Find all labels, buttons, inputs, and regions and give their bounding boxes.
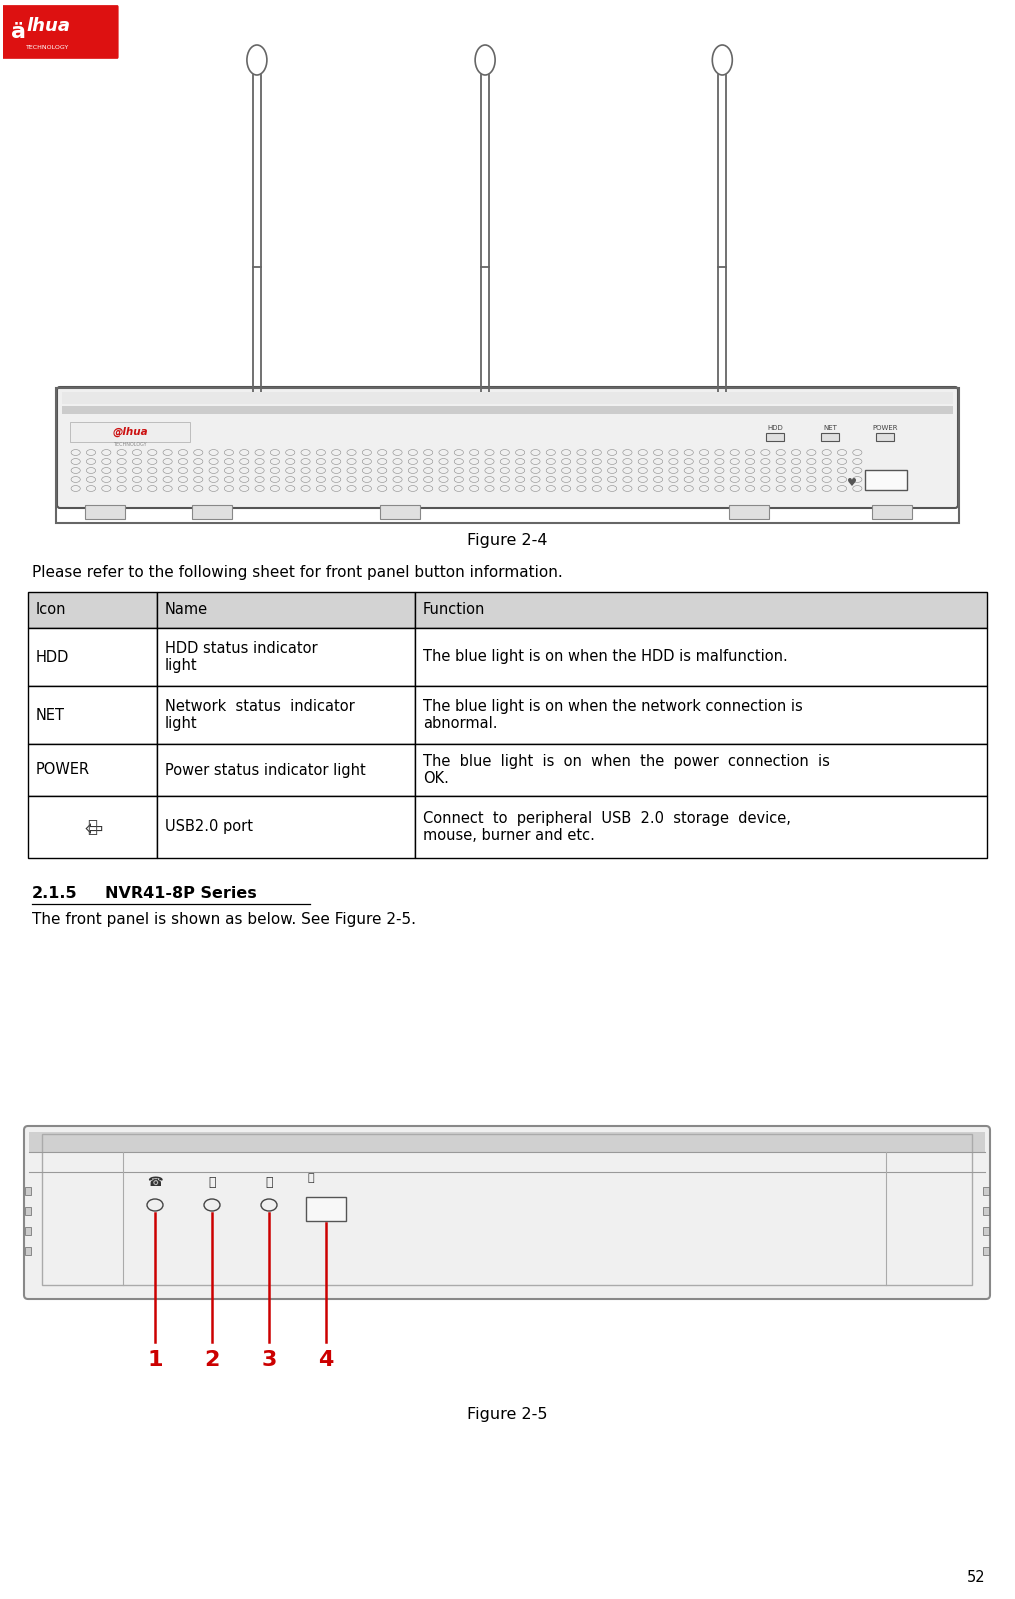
Bar xyxy=(29,1132,985,1151)
Text: OK.: OK. xyxy=(423,771,449,787)
Text: The blue light is on when the network connection is: The blue light is on when the network co… xyxy=(423,699,803,715)
Text: Please refer to the following sheet for front panel button information.: Please refer to the following sheet for … xyxy=(32,566,562,580)
Bar xyxy=(415,686,987,744)
Text: HDD: HDD xyxy=(767,425,783,432)
Text: ☎: ☎ xyxy=(147,1175,162,1188)
Bar xyxy=(62,406,953,414)
Bar xyxy=(983,1247,989,1255)
Bar xyxy=(729,505,769,520)
Text: ⚿: ⚿ xyxy=(265,1175,273,1188)
Text: ⭧: ⭧ xyxy=(87,819,97,836)
Text: ⇨: ⇨ xyxy=(83,817,102,836)
Text: lhua: lhua xyxy=(26,18,70,35)
Bar xyxy=(157,744,415,796)
Bar xyxy=(865,470,907,489)
Text: Name: Name xyxy=(165,603,208,617)
Bar xyxy=(415,592,987,628)
Text: ♥: ♥ xyxy=(847,478,857,488)
Bar xyxy=(25,1226,31,1234)
Text: 2.1.5: 2.1.5 xyxy=(32,886,77,900)
FancyBboxPatch shape xyxy=(2,5,119,59)
Bar xyxy=(157,796,415,859)
Text: HDD: HDD xyxy=(36,649,69,665)
Text: light: light xyxy=(165,716,198,731)
Text: The  blue  light  is  on  when  the  power  connection  is: The blue light is on when the power conn… xyxy=(423,755,830,769)
Text: mouse, burner and etc.: mouse, burner and etc. xyxy=(423,828,595,843)
Bar xyxy=(415,796,987,859)
Text: 3: 3 xyxy=(261,1350,277,1370)
Bar xyxy=(28,744,157,796)
Bar xyxy=(62,392,953,405)
Text: Connect  to  peripheral  USB  2.0  storage  device,: Connect to peripheral USB 2.0 storage de… xyxy=(423,811,791,827)
Text: POWER: POWER xyxy=(36,763,90,777)
Text: Network  status  indicator: Network status indicator xyxy=(165,699,355,715)
Text: NET: NET xyxy=(36,707,65,723)
Text: 4: 4 xyxy=(319,1350,334,1370)
Text: POWER: POWER xyxy=(872,425,897,432)
Bar xyxy=(983,1226,989,1234)
Text: ⭧: ⭧ xyxy=(308,1174,315,1183)
Bar xyxy=(415,744,987,796)
Bar xyxy=(872,505,912,520)
Bar xyxy=(157,628,415,686)
Text: TECHNOLOGY: TECHNOLOGY xyxy=(114,441,147,446)
Bar xyxy=(766,433,784,441)
Text: ⏻: ⏻ xyxy=(208,1175,216,1188)
Text: HDD status indicator: HDD status indicator xyxy=(165,641,318,656)
Bar xyxy=(28,796,157,859)
Text: 2: 2 xyxy=(204,1350,219,1370)
Bar xyxy=(306,1198,346,1222)
Text: abnormal.: abnormal. xyxy=(423,716,497,731)
Text: @lhua: @lhua xyxy=(113,427,148,437)
Text: USB2.0 port: USB2.0 port xyxy=(165,820,253,835)
Text: TECHNOLOGY: TECHNOLOGY xyxy=(26,45,70,50)
FancyBboxPatch shape xyxy=(57,387,958,508)
FancyBboxPatch shape xyxy=(24,1126,990,1298)
Text: Function: Function xyxy=(423,603,485,617)
Bar xyxy=(28,628,157,686)
Text: NET: NET xyxy=(823,425,837,432)
Text: The front panel is shown as below. See Figure 2-5.: The front panel is shown as below. See F… xyxy=(32,911,416,927)
Bar xyxy=(25,1247,31,1255)
Bar xyxy=(28,592,157,628)
Bar xyxy=(380,505,420,520)
Text: 1: 1 xyxy=(147,1350,162,1370)
Bar xyxy=(25,1207,31,1215)
Bar xyxy=(415,628,987,686)
Bar xyxy=(42,1134,972,1286)
Text: light: light xyxy=(165,659,198,673)
Bar xyxy=(56,389,959,523)
Text: Power status indicator light: Power status indicator light xyxy=(165,763,365,777)
Bar xyxy=(25,1186,31,1194)
Text: Figure 2-5: Figure 2-5 xyxy=(467,1407,547,1423)
Bar xyxy=(28,686,157,744)
Bar xyxy=(821,433,839,441)
Bar xyxy=(192,505,232,520)
Text: NVR41-8P Series: NVR41-8P Series xyxy=(105,886,257,900)
Bar xyxy=(84,505,125,520)
Text: The blue light is on when the HDD is malfunction.: The blue light is on when the HDD is mal… xyxy=(423,649,788,665)
Bar xyxy=(157,592,415,628)
Text: 52: 52 xyxy=(966,1570,985,1586)
Bar xyxy=(983,1186,989,1194)
Bar xyxy=(157,686,415,744)
Text: Icon: Icon xyxy=(36,603,67,617)
Text: ä: ä xyxy=(11,22,26,42)
Bar xyxy=(876,433,894,441)
Bar xyxy=(70,422,190,441)
Text: Figure 2-4: Figure 2-4 xyxy=(467,532,547,547)
Bar xyxy=(983,1207,989,1215)
